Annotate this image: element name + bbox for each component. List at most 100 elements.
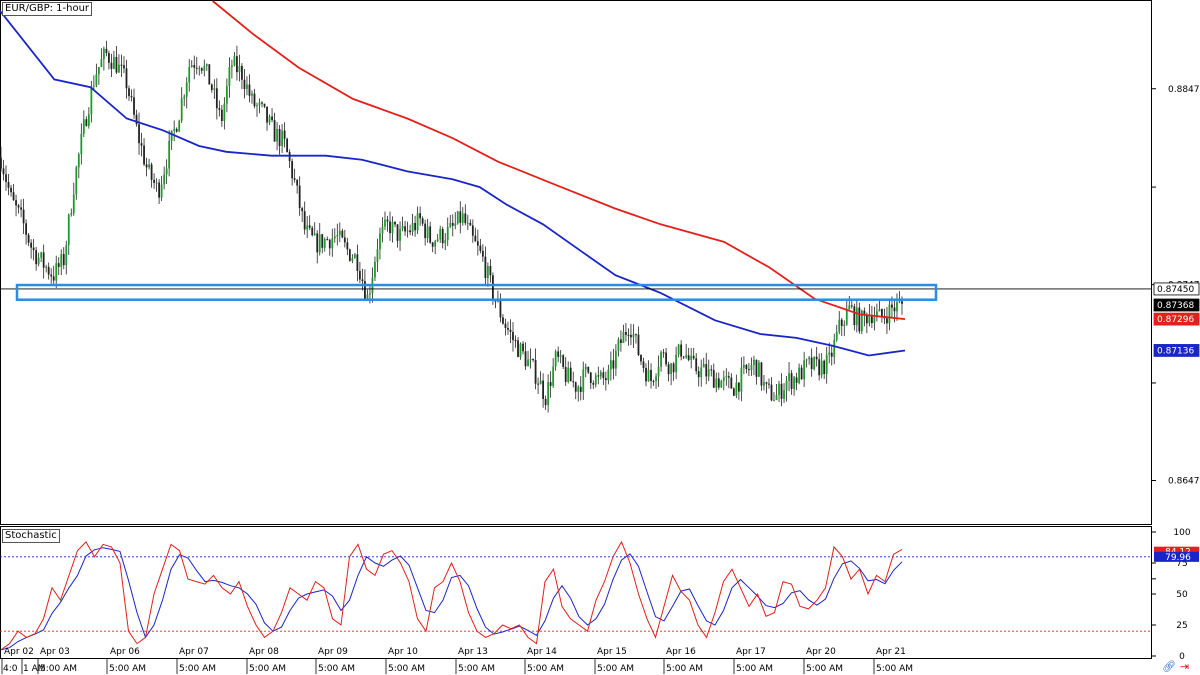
candle bbox=[527, 350, 529, 367]
candle bbox=[873, 306, 876, 331]
candle bbox=[853, 303, 856, 331]
candle bbox=[850, 300, 853, 309]
candle bbox=[87, 107, 90, 129]
candle bbox=[692, 347, 695, 361]
candle bbox=[597, 366, 600, 385]
stoch-tick-label: 50 bbox=[1176, 590, 1188, 600]
candle bbox=[148, 158, 150, 170]
candle bbox=[517, 336, 519, 358]
candle bbox=[798, 363, 801, 385]
candle bbox=[203, 59, 206, 77]
candle bbox=[195, 56, 198, 75]
candle bbox=[205, 63, 208, 71]
candle bbox=[441, 226, 444, 249]
candle bbox=[562, 354, 565, 369]
candle bbox=[12, 183, 15, 201]
candle bbox=[537, 377, 539, 395]
candle bbox=[80, 123, 83, 165]
candle bbox=[153, 173, 155, 189]
candle bbox=[559, 350, 562, 364]
candle bbox=[574, 381, 577, 400]
candle bbox=[763, 375, 765, 391]
candle bbox=[727, 371, 730, 389]
candle bbox=[180, 87, 183, 123]
candle bbox=[263, 103, 266, 109]
candle bbox=[394, 221, 396, 228]
candle bbox=[451, 214, 454, 237]
candle bbox=[479, 238, 482, 254]
candle bbox=[542, 373, 545, 408]
candle bbox=[351, 254, 354, 264]
candle bbox=[228, 57, 231, 98]
candle bbox=[50, 268, 53, 284]
candle bbox=[742, 356, 745, 375]
candle bbox=[456, 210, 459, 225]
candle bbox=[833, 333, 836, 365]
candle bbox=[241, 63, 243, 90]
candle bbox=[840, 318, 843, 336]
support-resistance-zone[interactable] bbox=[15, 283, 938, 301]
candle bbox=[544, 395, 547, 410]
candle bbox=[27, 232, 30, 247]
time-label: 5:00 AM bbox=[249, 664, 286, 674]
candle bbox=[379, 227, 381, 260]
candle bbox=[236, 45, 238, 81]
candle bbox=[682, 356, 685, 360]
candle bbox=[750, 357, 753, 376]
candle bbox=[620, 330, 622, 352]
corner-icons: 🔗︎ ⇥ bbox=[1162, 661, 1193, 673]
candle bbox=[173, 120, 176, 142]
candle bbox=[140, 132, 143, 157]
candle bbox=[311, 225, 314, 237]
candle bbox=[261, 101, 263, 108]
candle bbox=[128, 85, 130, 101]
candle bbox=[361, 268, 364, 291]
candle bbox=[707, 359, 710, 382]
date-label: Apr 14 bbox=[527, 647, 557, 657]
candle bbox=[815, 346, 818, 367]
price-badge-label: 0.87368 bbox=[1157, 301, 1194, 311]
candle bbox=[843, 320, 846, 337]
moving-averages bbox=[0, 0, 906, 357]
candle bbox=[15, 194, 17, 217]
candle bbox=[65, 240, 68, 275]
link-icon[interactable]: 🔗︎ bbox=[1162, 660, 1176, 673]
candle bbox=[640, 354, 642, 365]
date-label: Apr 16 bbox=[666, 647, 696, 657]
candle bbox=[185, 77, 188, 109]
arrow-right-icon[interactable]: ⇥ bbox=[1179, 660, 1190, 673]
candle bbox=[175, 127, 178, 133]
candle bbox=[343, 229, 346, 248]
stoch-badge-d: 79.96 bbox=[1154, 551, 1199, 563]
candle bbox=[630, 323, 632, 346]
candle bbox=[348, 248, 351, 262]
candle bbox=[436, 234, 439, 243]
candle bbox=[519, 342, 522, 360]
candle bbox=[712, 363, 715, 388]
candle bbox=[7, 173, 10, 196]
candle bbox=[178, 119, 181, 132]
candle bbox=[439, 225, 442, 243]
candle bbox=[293, 168, 296, 183]
candle bbox=[577, 385, 580, 402]
candle bbox=[547, 374, 550, 413]
candle bbox=[715, 372, 718, 393]
candle bbox=[266, 106, 268, 131]
candle bbox=[419, 206, 422, 226]
candle bbox=[584, 363, 587, 378]
date-label: Apr 15 bbox=[597, 647, 627, 657]
candle bbox=[645, 363, 647, 387]
candle bbox=[424, 219, 427, 246]
candle bbox=[881, 308, 883, 323]
candle bbox=[168, 130, 171, 177]
candle bbox=[848, 295, 851, 310]
candle bbox=[886, 307, 888, 334]
candle bbox=[421, 216, 424, 227]
candle bbox=[725, 368, 728, 386]
candle bbox=[700, 359, 703, 387]
candle bbox=[258, 98, 261, 114]
candle bbox=[604, 371, 607, 391]
candle bbox=[672, 362, 675, 381]
candle bbox=[70, 208, 73, 217]
